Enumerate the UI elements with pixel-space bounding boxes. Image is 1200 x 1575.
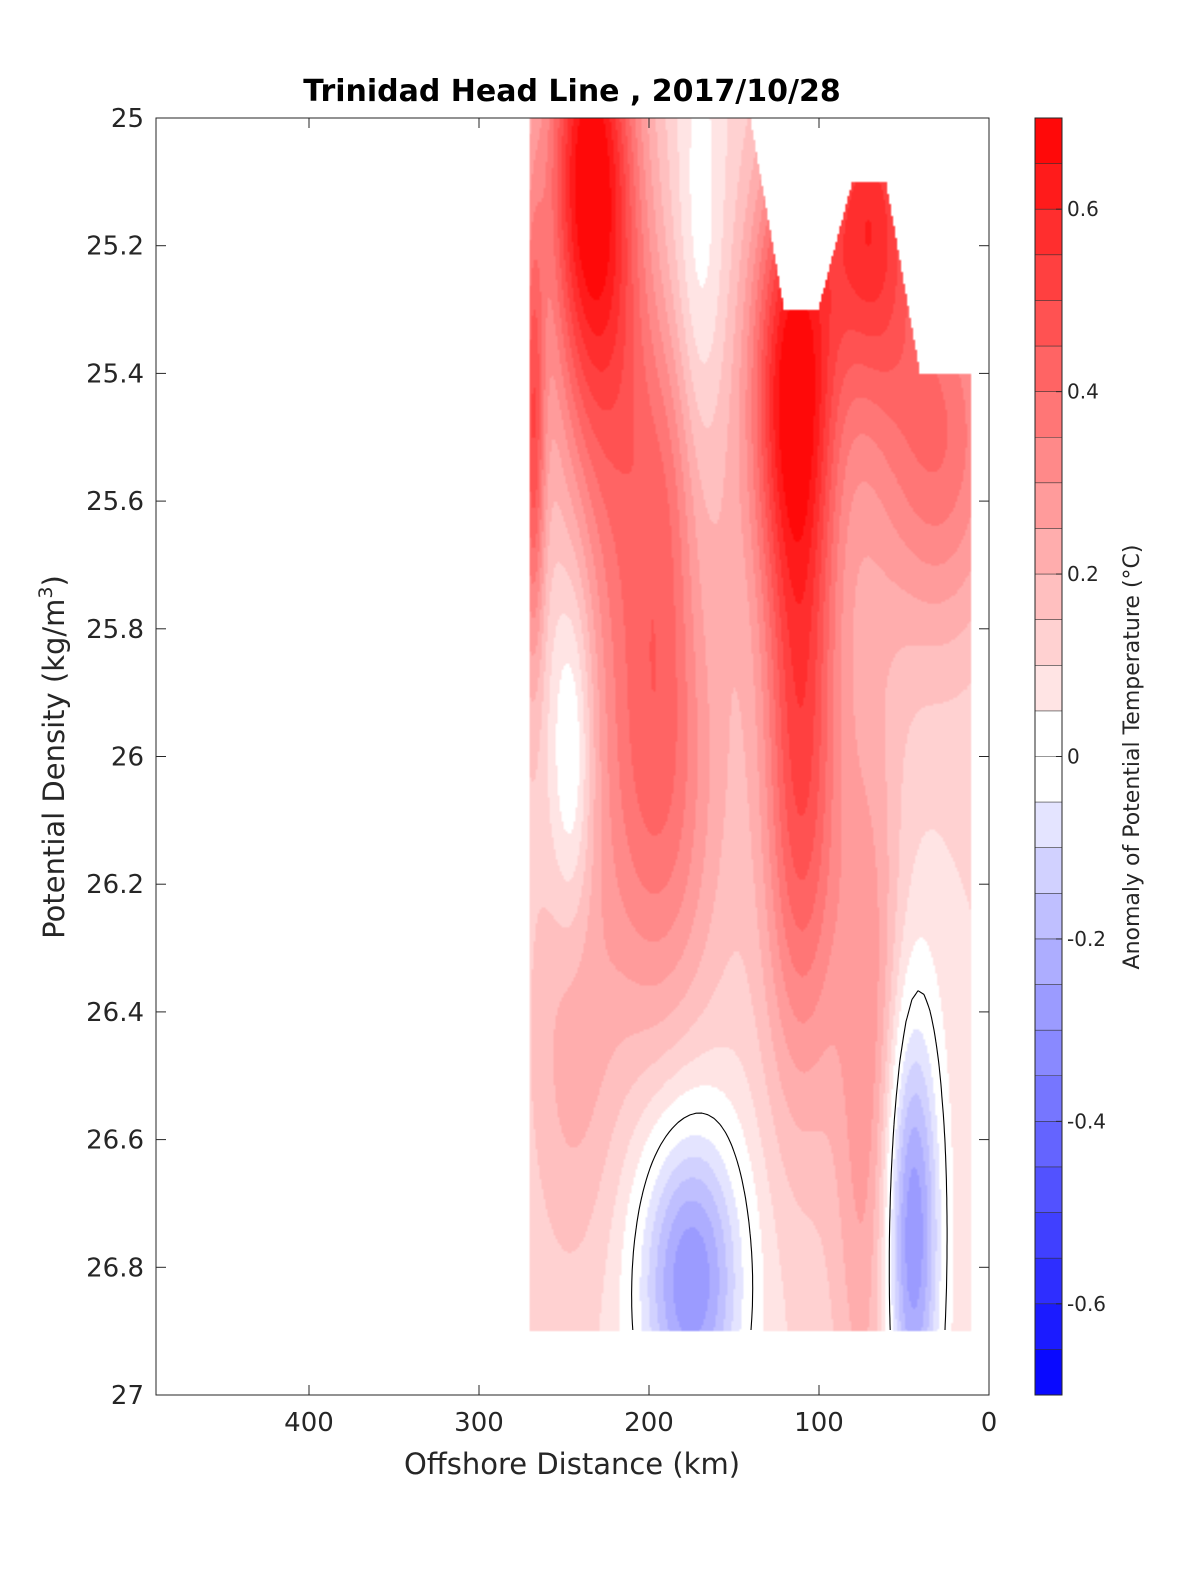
y-tick-label: 25.4 bbox=[86, 359, 144, 389]
colorbar-tick-label: 0.2 bbox=[1067, 562, 1099, 586]
colorbar-band bbox=[1035, 482, 1062, 529]
y-axis-label-tail: ) bbox=[37, 575, 71, 586]
y-tick-label: 26 bbox=[111, 743, 144, 773]
colorbar-band bbox=[1035, 1075, 1062, 1122]
colorbar-band bbox=[1035, 1166, 1062, 1214]
colorbar-band bbox=[1035, 1303, 1062, 1350]
y-tick-label: 26.8 bbox=[86, 1253, 144, 1283]
colorbar-tick-label: -0.2 bbox=[1067, 927, 1106, 951]
colorbar-band bbox=[1035, 756, 1062, 803]
colorbar-band bbox=[1035, 893, 1062, 940]
anomaly-field bbox=[156, 118, 989, 1395]
y-axis-ticks: 25 25.2 25.4 25.6 25.8 26 26.2 26.4 26.6 26.8 27 bbox=[86, 104, 989, 1411]
colorbar-band bbox=[1035, 1258, 1062, 1305]
colorbar-band bbox=[1035, 619, 1062, 666]
x-axis-ticks: 400 300 200 100 0 bbox=[284, 118, 997, 1438]
colorbar-band bbox=[1035, 802, 1062, 849]
x-tick-label: 0 bbox=[981, 1408, 998, 1438]
x-tick-label: 400 bbox=[284, 1408, 334, 1438]
colorbar-band bbox=[1035, 437, 1062, 484]
y-tick-label: 25.2 bbox=[86, 232, 144, 262]
x-axis-label: Offshore Distance (km) bbox=[404, 1447, 740, 1481]
y-tick-label: 25 bbox=[111, 104, 144, 134]
colorbar-tick-label: 0.4 bbox=[1067, 380, 1099, 404]
y-axis-label: Potential Density (kg/m3) bbox=[35, 575, 71, 939]
colorbar-band bbox=[1035, 528, 1062, 575]
y-axis-label-sup: 3 bbox=[35, 586, 57, 598]
y-tick-label: 26.2 bbox=[86, 870, 144, 900]
contour-fill-layer bbox=[156, 118, 989, 1395]
zero-contour-line bbox=[631, 990, 948, 1331]
colorbar-band bbox=[1035, 209, 1062, 256]
colorbar-tick-label: 0 bbox=[1067, 745, 1080, 769]
colorbar-band bbox=[1035, 1212, 1062, 1259]
colorbar-band bbox=[1035, 847, 1062, 894]
colorbar-band bbox=[1035, 1121, 1062, 1168]
colorbar-band bbox=[1035, 346, 1062, 393]
colorbar-band bbox=[1035, 1349, 1062, 1396]
y-tick-label: 27 bbox=[111, 1381, 144, 1411]
y-tick-label: 25.8 bbox=[86, 615, 144, 645]
x-tick-label: 200 bbox=[624, 1408, 674, 1438]
colorbar-band bbox=[1035, 391, 1062, 438]
colorbar-band bbox=[1035, 665, 1062, 712]
colorbar-band bbox=[1035, 574, 1062, 621]
y-tick-label: 26.6 bbox=[86, 1126, 144, 1156]
colorbar-band bbox=[1035, 1030, 1062, 1077]
colorbar-band bbox=[1035, 710, 1062, 757]
colorbar-band bbox=[1035, 984, 1062, 1031]
y-tick-label: 25.6 bbox=[86, 487, 144, 517]
colorbar-tick-label: 0.6 bbox=[1067, 197, 1099, 221]
x-tick-label: 300 bbox=[454, 1408, 504, 1438]
colorbar-band bbox=[1035, 118, 1062, 165]
colorbar-band bbox=[1035, 300, 1062, 347]
colorbar-band bbox=[1035, 938, 1062, 986]
colorbar-tick-label: -0.4 bbox=[1067, 1109, 1106, 1133]
zero-contour-lines bbox=[631, 990, 948, 1331]
colorbar-label: Anomaly of Potential Temperature (°C) bbox=[1120, 545, 1145, 970]
chart-title: Trinidad Head Line , 2017/10/28 bbox=[303, 74, 840, 109]
colorbar-tick-label: -0.6 bbox=[1067, 1292, 1106, 1316]
x-tick-label: 100 bbox=[794, 1408, 844, 1438]
y-axis-label-main: Potential Density (kg/m bbox=[37, 599, 71, 939]
y-tick-label: 26.4 bbox=[86, 998, 144, 1028]
colorbar-band bbox=[1035, 254, 1062, 301]
colorbar-ticks: 0.6 0.4 0.2 0 -0.2 -0.4 -0.6 bbox=[1056, 197, 1106, 1316]
colorbar-band bbox=[1035, 163, 1062, 210]
